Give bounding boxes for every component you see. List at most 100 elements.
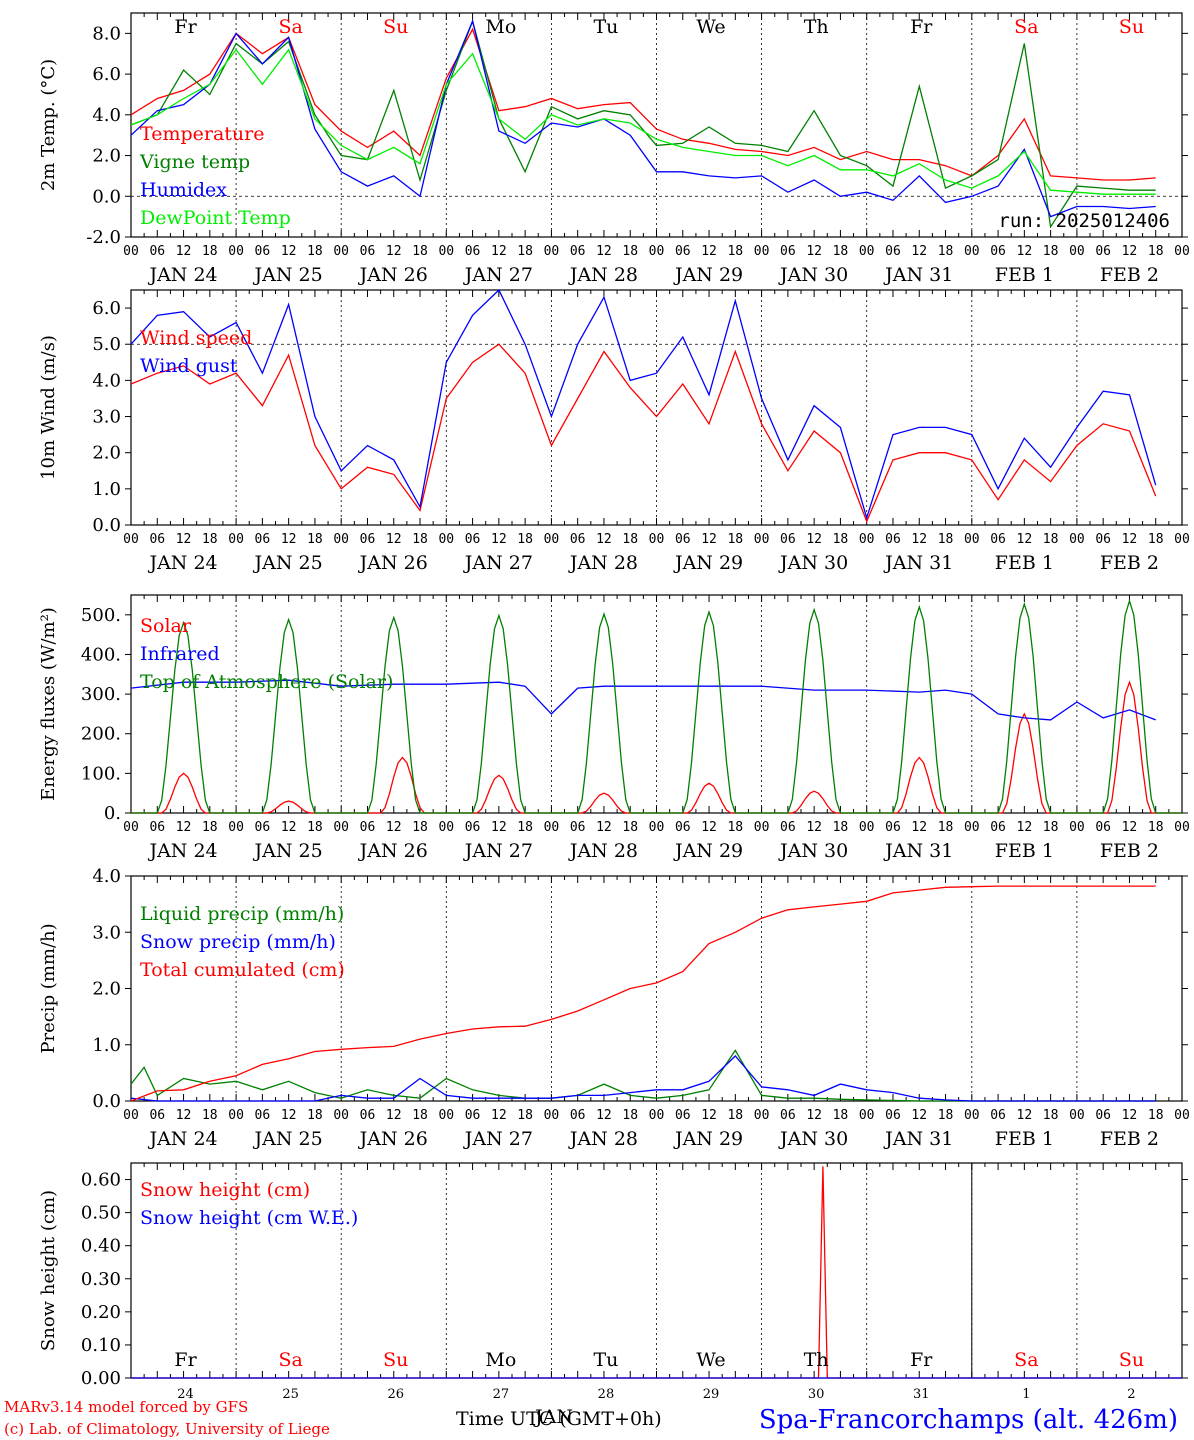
hour-tick-label: 12 (911, 532, 927, 547)
day-name: We (696, 16, 725, 38)
hour-tick-label: 06 (885, 820, 901, 835)
legend-entry: Humidex (140, 179, 227, 201)
y-tick-label: 300. (81, 684, 121, 705)
hour-tick-label: 12 (281, 532, 297, 547)
date-label: JAN 28 (568, 264, 638, 286)
series-line-total-cumulated-cm- (130, 885, 1156, 1102)
series-line-humidex (130, 19, 1156, 218)
legend-entry: Temperature (140, 123, 264, 145)
hour-tick-label: 18 (938, 244, 954, 259)
date-label: FEB 2 (1100, 1128, 1159, 1150)
date-label: JAN 26 (358, 840, 428, 862)
day-name-bottom: Mo (485, 1349, 516, 1371)
hour-tick-label: 06 (780, 532, 796, 547)
hour-tick-label: 06 (780, 1108, 796, 1123)
legend-entry: Infrared (140, 643, 220, 665)
hour-tick-label: 06 (255, 820, 271, 835)
hour-tick-label: 12 (176, 244, 192, 259)
hour-tick-label: 12 (1017, 1108, 1033, 1123)
hour-tick-label: 12 (596, 532, 612, 547)
hour-tick-label: 06 (885, 532, 901, 547)
bottom-day-number: 1 (1022, 1387, 1030, 1402)
hour-tick-label: 12 (596, 1108, 612, 1123)
bottom-day-number: 28 (598, 1387, 615, 1402)
hour-tick-label: 00 (228, 820, 244, 835)
hour-tick-label: 00 (438, 532, 454, 547)
hour-tick-label: 18 (307, 820, 323, 835)
date-label: JAN 27 (463, 840, 533, 862)
y-tick-label: 1.0 (92, 1035, 121, 1056)
date-label: JAN 30 (778, 264, 848, 286)
hour-tick-label: 12 (1017, 820, 1033, 835)
date-label: JAN 30 (778, 1128, 848, 1150)
hour-tick-label: 00 (333, 820, 349, 835)
hour-tick-label: 12 (1122, 1108, 1138, 1123)
y-tick-label: 2.0 (92, 146, 121, 167)
hour-tick-label: 18 (1043, 244, 1059, 259)
day-name: Fr (910, 16, 933, 38)
hour-tick-label: 12 (806, 1108, 822, 1123)
hour-tick-label: 06 (675, 820, 691, 835)
hour-tick-label: 18 (622, 244, 638, 259)
y-tick-label: 5.0 (92, 334, 121, 355)
hour-tick-label: 00 (123, 1108, 139, 1123)
hour-tick-label: 00 (228, 1108, 244, 1123)
hour-tick-label: 00 (438, 820, 454, 835)
hour-tick-label: 00 (123, 244, 139, 259)
date-label: JAN 24 (147, 264, 217, 286)
y-tick-label: 2.0 (92, 443, 121, 464)
hour-tick-label: 12 (491, 1108, 507, 1123)
legend-entry: Top of Atmosphere (Solar) (140, 671, 393, 693)
hour-tick-label: 00 (438, 1108, 454, 1123)
hour-tick-label: 00 (1174, 532, 1190, 547)
hour-tick-label: 00 (123, 820, 139, 835)
hour-tick-label: 00 (754, 244, 770, 259)
hour-tick-label: 00 (649, 532, 665, 547)
hour-tick-label: 18 (412, 532, 428, 547)
hour-tick-label: 12 (596, 820, 612, 835)
day-name: Sa (1014, 16, 1038, 38)
date-label: FEB 1 (995, 840, 1054, 862)
hour-tick-label: 12 (911, 244, 927, 259)
day-name-bottom: Sa (1014, 1349, 1038, 1371)
date-label: JAN 28 (568, 552, 638, 574)
bottom-day-number: 2 (1127, 1387, 1135, 1402)
hour-tick-label: 12 (176, 820, 192, 835)
hour-tick-label: 06 (360, 532, 376, 547)
y-tick-label: 0. (104, 803, 121, 824)
day-name: Mo (485, 16, 516, 38)
hour-tick-label: 18 (727, 820, 743, 835)
day-name-bottom: Fr (174, 1349, 197, 1371)
hour-tick-label: 00 (333, 244, 349, 259)
y-tick-label: 3.0 (92, 407, 121, 428)
hour-tick-label: 12 (806, 820, 822, 835)
time-axis-label: Time UTC (GMT+0h) (456, 1408, 662, 1430)
y-tick-label: 0.40 (81, 1236, 121, 1257)
day-name-bottom: Fr (910, 1349, 933, 1371)
hour-tick-label: 18 (1148, 532, 1164, 547)
hour-tick-label: 06 (570, 532, 586, 547)
hour-tick-label: 06 (570, 1108, 586, 1123)
hour-tick-label: 06 (675, 1108, 691, 1123)
hour-tick-label: 12 (701, 532, 717, 547)
hour-tick-label: 06 (149, 244, 165, 259)
day-name-bottom: Su (1119, 1349, 1144, 1371)
hour-tick-label: 00 (544, 532, 560, 547)
hour-tick-label: 00 (754, 532, 770, 547)
hour-tick-label: 06 (465, 244, 481, 259)
hour-tick-label: 06 (885, 1108, 901, 1123)
hour-tick-label: 18 (1043, 532, 1059, 547)
hour-tick-label: 06 (675, 532, 691, 547)
hour-tick-label: 06 (990, 1108, 1006, 1123)
hour-tick-label: 06 (885, 244, 901, 259)
y-tick-label: 0.0 (92, 515, 121, 536)
y-tick-label: 3.0 (92, 922, 121, 943)
series-line-wind-speed (130, 343, 1157, 524)
bottom-day-number: 24 (177, 1387, 194, 1402)
y-tick-label: 400. (81, 644, 121, 665)
date-label: JAN 26 (358, 1128, 428, 1150)
bottom-day-number: 26 (387, 1387, 404, 1402)
y-tick-label: 0.00 (81, 1368, 121, 1389)
day-name: Tu (593, 16, 618, 38)
date-label: JAN 30 (778, 840, 848, 862)
